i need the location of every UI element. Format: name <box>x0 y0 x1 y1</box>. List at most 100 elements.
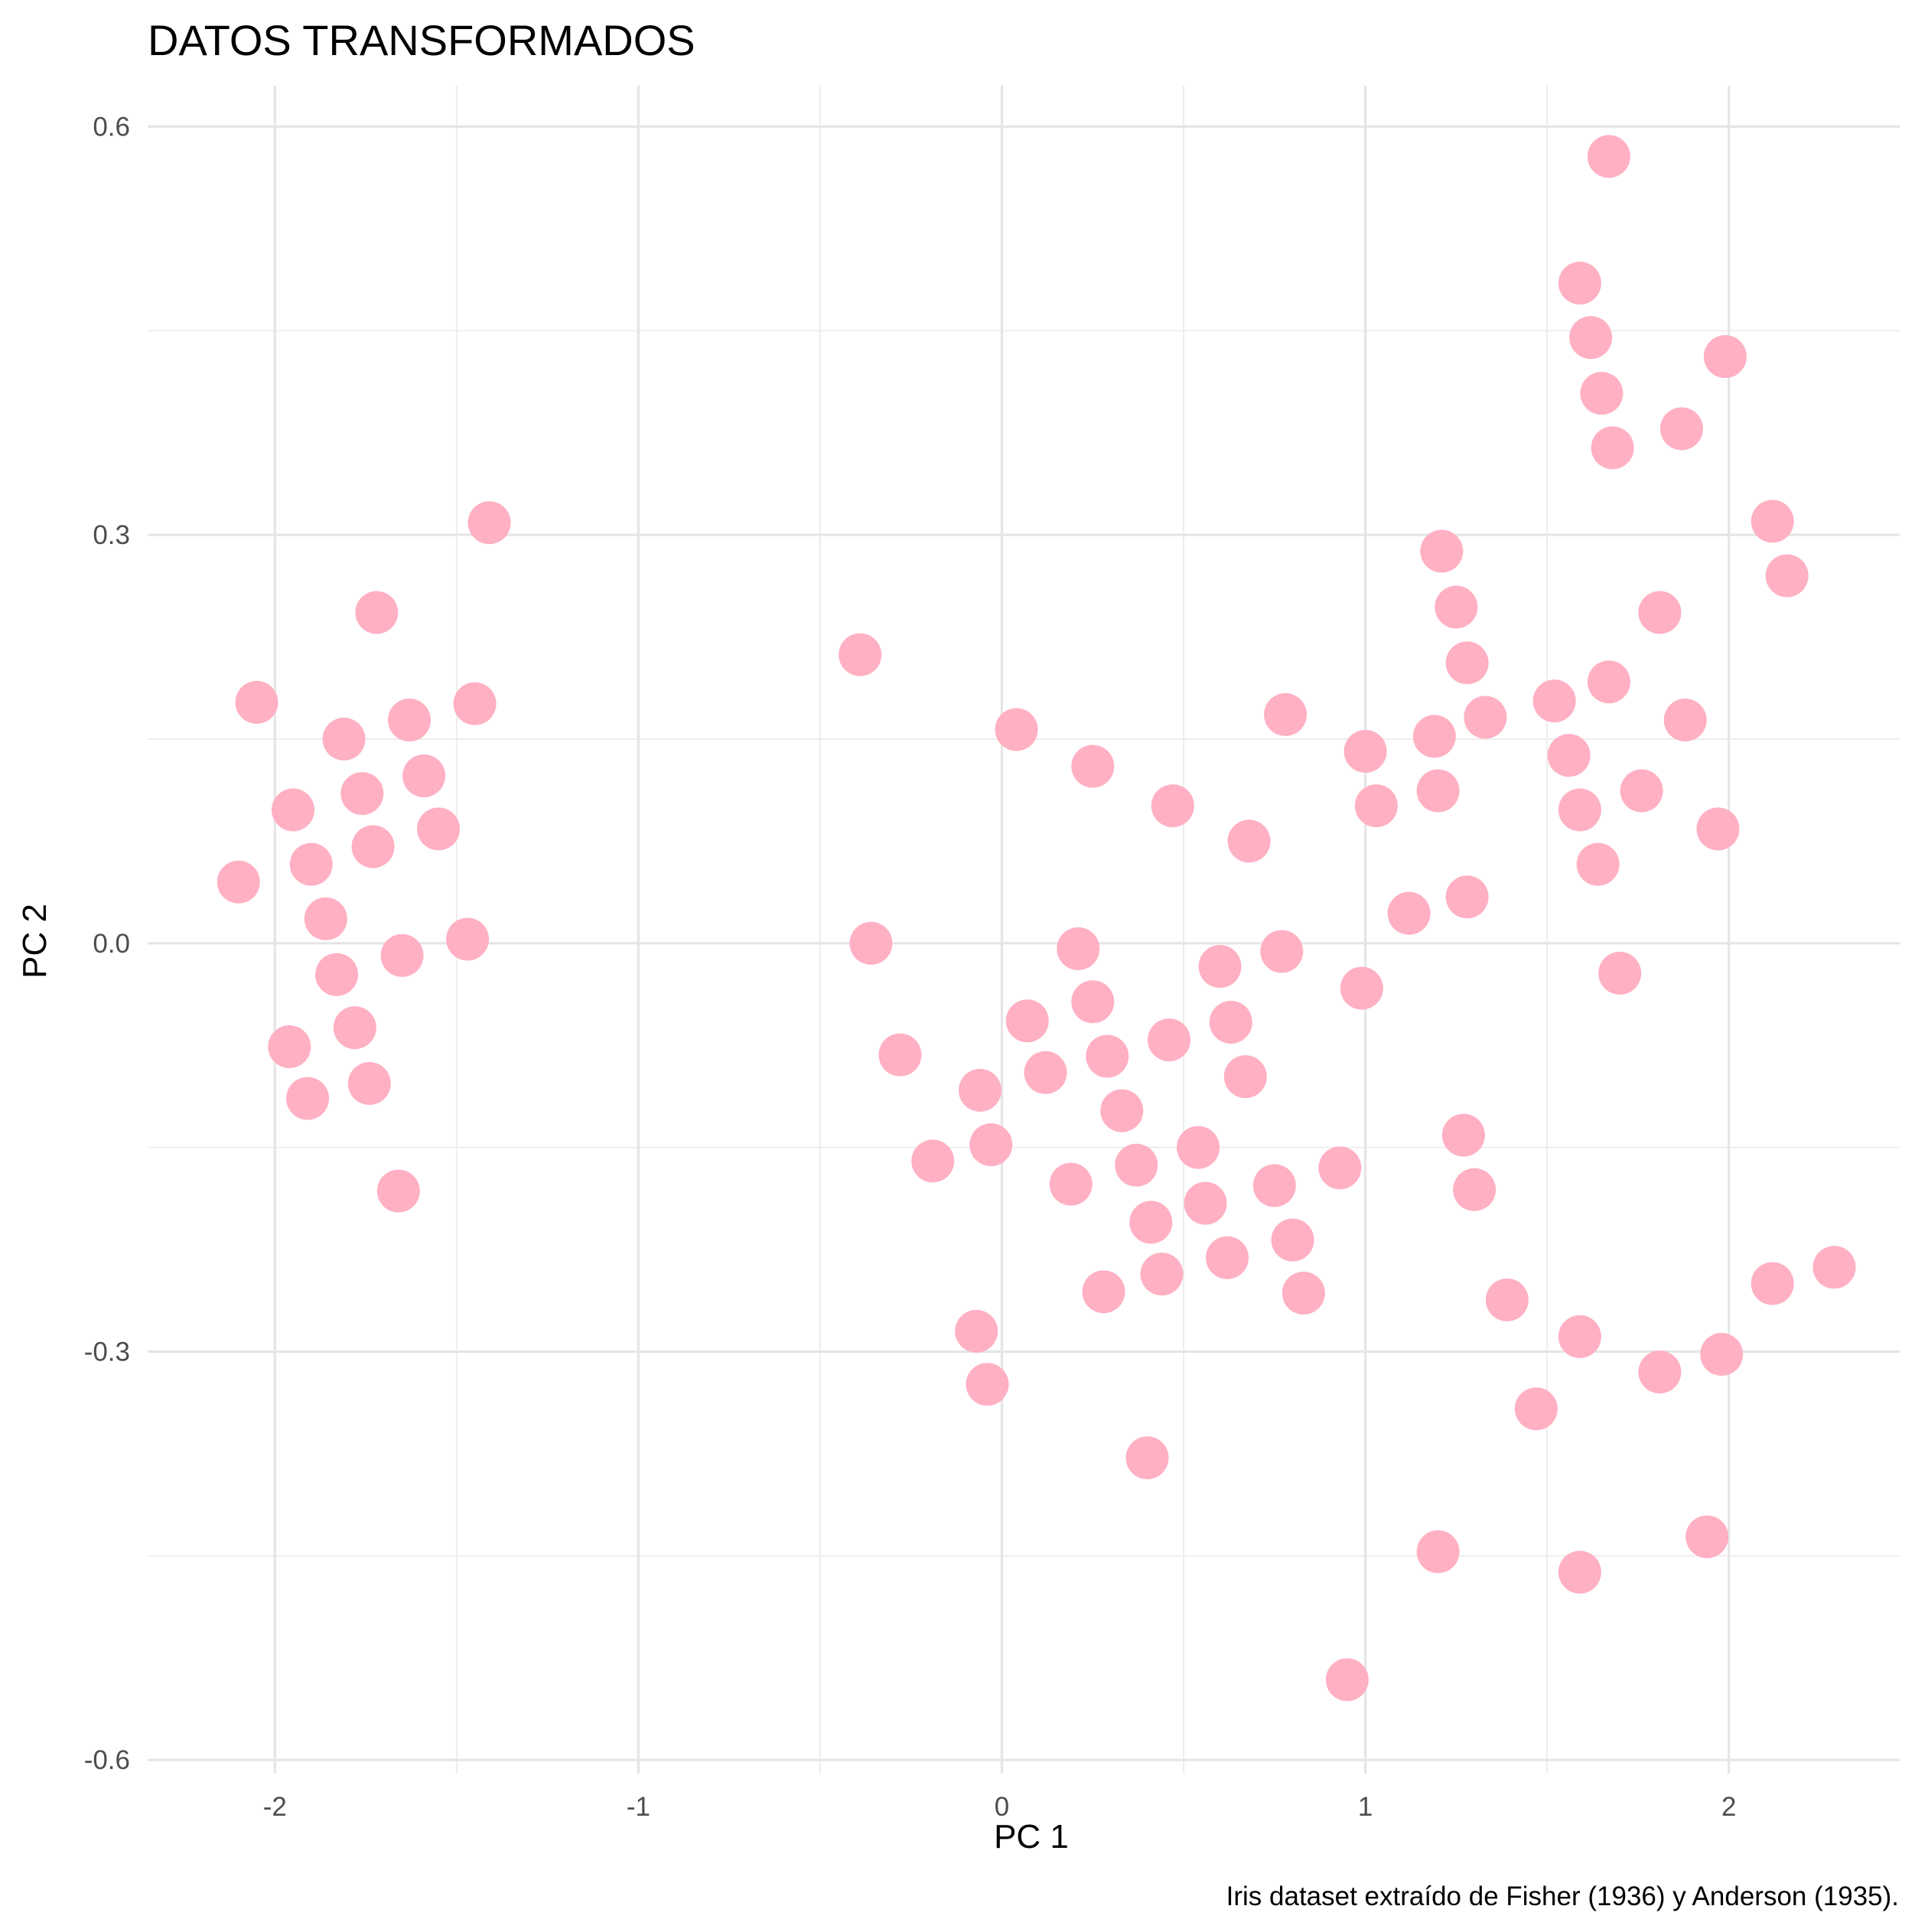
data-point <box>1663 699 1707 742</box>
data-point <box>1206 1236 1249 1279</box>
data-point <box>849 921 893 965</box>
data-point <box>1005 999 1049 1043</box>
data-point <box>1558 1315 1601 1358</box>
data-point <box>1354 784 1398 828</box>
x-tick-label: 1 <box>1358 1792 1373 1822</box>
data-point <box>380 933 424 977</box>
y-tick-label: 0.3 <box>93 520 130 550</box>
data-point <box>446 917 490 961</box>
data-point <box>1485 1278 1529 1321</box>
data-point <box>1024 1051 1067 1094</box>
y-axis-tick-labels: -0.6 -0.3 0.0 0.3 0.6 <box>84 112 130 1775</box>
data-point <box>955 1309 998 1353</box>
data-point <box>402 754 446 797</box>
data-point <box>453 682 497 725</box>
data-point <box>1580 372 1623 415</box>
data-point <box>1282 1272 1325 1315</box>
data-point <box>1685 1515 1729 1559</box>
data-point <box>995 708 1038 751</box>
major-gridlines <box>148 86 1900 1774</box>
data-point <box>911 1139 955 1183</box>
data-point <box>1057 927 1100 970</box>
data-point <box>351 825 395 868</box>
data-point <box>1435 585 1478 629</box>
data-point <box>1696 807 1740 851</box>
data-point <box>1387 891 1431 935</box>
data-point <box>1223 1055 1267 1099</box>
data-point <box>1420 529 1464 573</box>
data-point <box>1700 1333 1744 1377</box>
data-point <box>1412 715 1456 758</box>
data-point <box>1765 554 1809 598</box>
data-point <box>1140 1253 1184 1296</box>
data-point <box>1151 784 1194 828</box>
data-point <box>1343 729 1387 773</box>
data-point <box>1703 335 1747 379</box>
data-point <box>388 699 432 742</box>
chart-title: DATOS TRANSFORMADOS <box>148 16 695 64</box>
data-point <box>1547 734 1591 777</box>
x-tick-label: 2 <box>1721 1792 1736 1822</box>
data-point <box>1184 1181 1227 1225</box>
minor-gridlines <box>148 86 1900 1774</box>
data-point <box>966 1363 1009 1406</box>
data-point <box>958 1068 1001 1112</box>
data-point <box>1325 1658 1369 1702</box>
data-point <box>376 1169 420 1213</box>
data-point <box>1086 1034 1129 1078</box>
data-point <box>1751 1262 1794 1305</box>
data-point <box>1129 1201 1173 1244</box>
data-point <box>969 1123 1013 1167</box>
data-point <box>217 860 260 904</box>
data-point <box>1416 1530 1460 1574</box>
data-point <box>1591 426 1634 470</box>
data-point <box>1177 1126 1220 1169</box>
x-tick-label: -2 <box>263 1792 287 1822</box>
data-point <box>1751 500 1794 543</box>
data-point <box>1227 819 1271 863</box>
data-point <box>1558 261 1601 305</box>
data-point <box>1071 980 1115 1024</box>
data-point <box>1445 875 1489 919</box>
data-point <box>878 1033 922 1077</box>
data-point <box>333 1006 376 1050</box>
data-point <box>1100 1089 1144 1132</box>
data-point <box>1271 1218 1314 1262</box>
data-point <box>347 1062 391 1106</box>
chart-caption: Iris dataset extraído de Fisher (1936) y… <box>1226 1882 1899 1911</box>
data-point <box>1340 966 1383 1010</box>
data-point <box>1598 951 1642 995</box>
data-point <box>1569 316 1613 360</box>
x-axis-title: PC 1 <box>994 1818 1069 1855</box>
data-point <box>1264 692 1308 736</box>
data-point <box>1049 1162 1093 1206</box>
data-point <box>304 897 347 940</box>
x-tick-label: -1 <box>627 1792 650 1822</box>
data-point <box>1318 1146 1362 1190</box>
data-point <box>355 591 399 634</box>
data-point <box>1464 696 1507 739</box>
y-tick-label: -0.3 <box>84 1337 130 1367</box>
data-point <box>1558 788 1601 832</box>
data-point <box>1416 769 1460 813</box>
data-point <box>268 1025 311 1068</box>
data-point <box>1209 1000 1252 1044</box>
data-point <box>417 807 461 851</box>
data-point <box>1620 769 1663 813</box>
data-point <box>1441 1113 1485 1157</box>
data-point <box>1532 679 1576 723</box>
data-point <box>1115 1143 1158 1187</box>
data-point <box>1587 660 1630 704</box>
data-point <box>286 1077 330 1120</box>
data-point <box>1659 407 1703 451</box>
y-tick-label: -0.6 <box>84 1745 130 1775</box>
data-points <box>217 135 1856 1702</box>
data-point <box>1638 1350 1682 1394</box>
data-point <box>1587 135 1630 178</box>
data-point <box>1198 945 1242 989</box>
data-point <box>1125 1436 1169 1480</box>
data-point <box>322 717 366 761</box>
y-axis-title: PC 2 <box>16 904 54 979</box>
